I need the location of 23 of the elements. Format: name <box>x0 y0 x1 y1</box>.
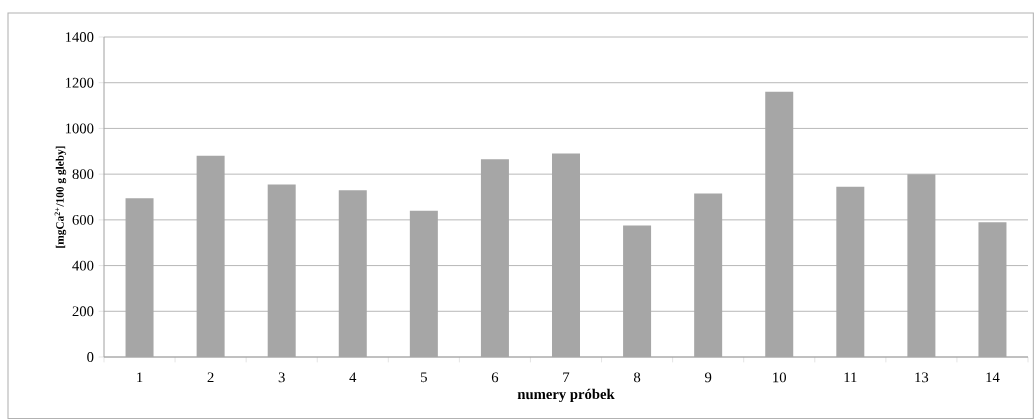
y-tick-label: 0 <box>87 352 94 362</box>
x-tick-label: 5 <box>421 372 427 383</box>
y-tick-label: 1000 <box>65 123 94 134</box>
x-tick-label: 6 <box>491 372 499 383</box>
x-tick-label: 14 <box>986 372 1000 383</box>
x-tick-label: 10 <box>773 372 787 383</box>
x-tick-label: 11 <box>844 372 857 383</box>
x-axis-title: numery próbek <box>517 388 615 403</box>
x-tick-label: 13 <box>915 372 929 383</box>
y-axis-title: [mgCa$^{2+}$/100 g gleby] <box>54 146 67 248</box>
x-tick-label: 2 <box>207 372 214 383</box>
x-tick-label: 1 <box>137 372 143 383</box>
y-tick-label: 200 <box>72 306 94 317</box>
x-tick-label: 3 <box>278 372 285 383</box>
x-tick-label: 7 <box>563 372 570 382</box>
y-tick-label: 600 <box>72 214 94 225</box>
y-tick-label: 1200 <box>65 77 94 88</box>
x-tick-label: 9 <box>704 372 712 383</box>
y-tick-label: 400 <box>72 260 94 271</box>
x-tick-label: 4 <box>349 372 357 383</box>
y-tick-label: 1400 <box>65 32 94 42</box>
x-tick-label: 8 <box>633 372 641 383</box>
y-tick-label: 800 <box>72 169 94 180</box>
